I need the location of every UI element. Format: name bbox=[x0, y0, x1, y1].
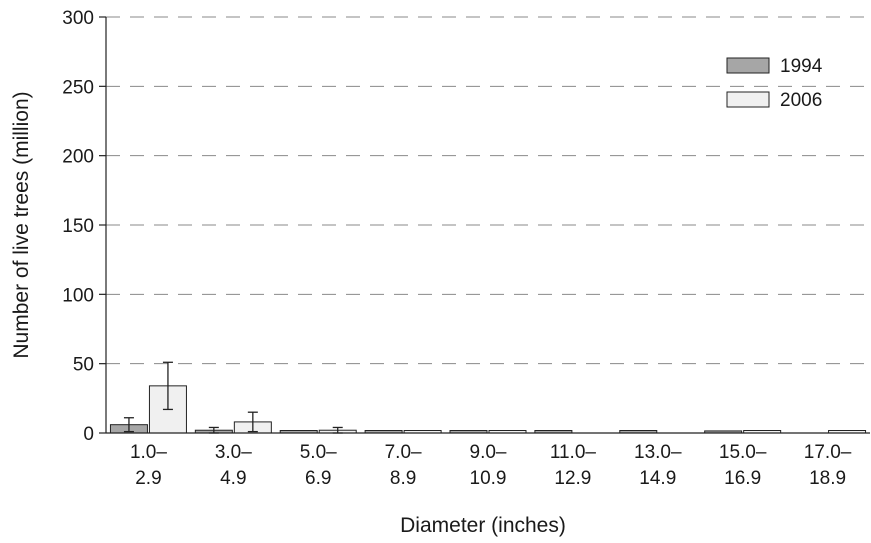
legend-swatch-2006 bbox=[726, 91, 770, 108]
x-tick-label: 7.0– bbox=[385, 442, 422, 463]
x-tick-label: 2.9 bbox=[135, 468, 161, 489]
legend-label-2006: 2006 bbox=[780, 90, 822, 111]
x-tick-label: 10.9 bbox=[470, 468, 507, 489]
tick-labels: 0 50 100 150 200 250 300 1.0– 2.9 3.0– 4.9 5.0– 6.9 7… bbox=[62, 8, 851, 489]
x-tick-label: 5.0– bbox=[300, 442, 337, 463]
bars bbox=[109, 385, 867, 434]
y-tick-label: 100 bbox=[62, 285, 94, 306]
y-axis-title: Number of live trees (million) bbox=[10, 91, 33, 358]
x-tick-label: 3.0– bbox=[215, 442, 252, 463]
x-tick-label: 15.0– bbox=[719, 442, 767, 463]
x-tick-label: 16.9 bbox=[724, 468, 761, 489]
y-tick-label: 0 bbox=[83, 424, 94, 445]
x-tick-label: 11.0– bbox=[550, 442, 597, 463]
legend-swatch-1994 bbox=[726, 57, 770, 74]
y-tick-label: 150 bbox=[62, 216, 94, 237]
legend-label-1994: 1994 bbox=[780, 56, 823, 77]
x-tick-label: 18.9 bbox=[809, 468, 846, 489]
x-tick-label: 12.9 bbox=[554, 468, 591, 489]
axes bbox=[99, 16, 870, 434]
x-tick-label: 1.0– bbox=[130, 442, 167, 463]
x-tick-label: 13.0– bbox=[634, 442, 682, 463]
x-tick-label: 14.9 bbox=[639, 468, 676, 489]
gridlines bbox=[106, 16, 870, 365]
y-tick-label: 300 bbox=[62, 8, 94, 29]
x-tick-label: 17.0– bbox=[804, 442, 852, 463]
y-tick-label: 250 bbox=[62, 77, 94, 98]
y-tick-label: 50 bbox=[73, 355, 94, 376]
y-tick-label: 200 bbox=[62, 147, 94, 168]
x-tick-label: 4.9 bbox=[220, 468, 246, 489]
x-axis-title: Diameter (inches) bbox=[400, 514, 566, 537]
x-tick-label: 9.0– bbox=[470, 442, 507, 463]
legend: 1994 2006 bbox=[726, 56, 823, 111]
x-tick-label: 8.9 bbox=[390, 468, 416, 489]
x-tick-label: 6.9 bbox=[305, 468, 331, 489]
